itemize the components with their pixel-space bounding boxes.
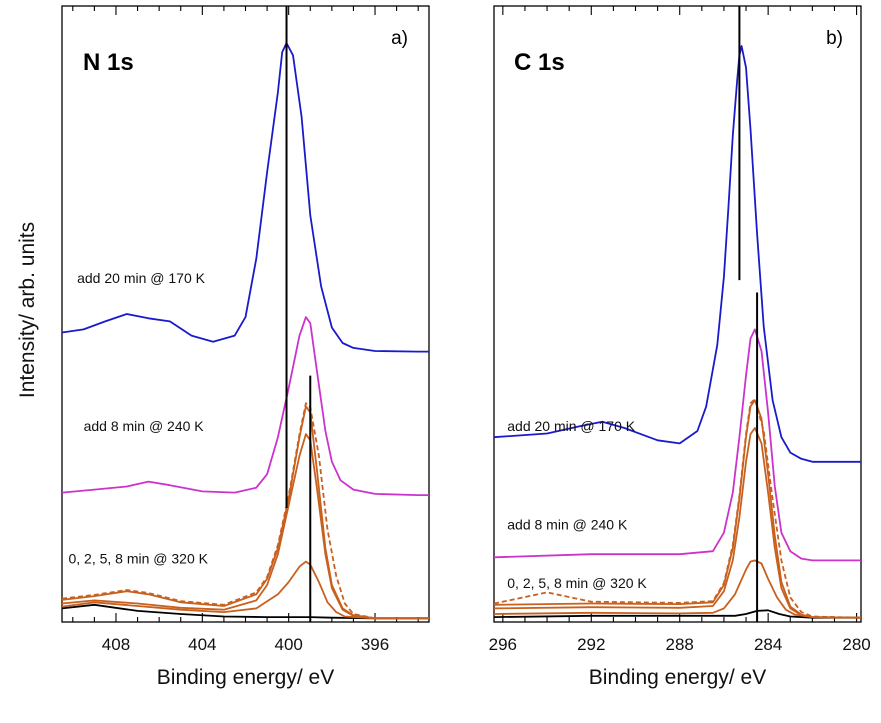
series-line-orange-3 bbox=[61, 405, 429, 620]
series-line-magenta-5 bbox=[493, 328, 861, 562]
series-line-orange-4 bbox=[493, 398, 862, 619]
panel-title: N 1s bbox=[83, 49, 134, 76]
series-line-orange-1 bbox=[493, 559, 862, 619]
series-line-blue-6 bbox=[493, 45, 861, 463]
series-line-orange-4 bbox=[61, 402, 429, 620]
series-annotation: add 8 min @ 240 K bbox=[84, 418, 205, 434]
series-line-orange-3 bbox=[493, 399, 862, 619]
panel-n1s: 408 404 400 396 Binding energy/ eV N 1s a) add … bbox=[61, 5, 430, 689]
series-line-black-0 bbox=[493, 609, 861, 619]
x-tick-label: 284 bbox=[754, 635, 782, 654]
x-tick-label: 280 bbox=[842, 635, 870, 654]
x-tick-label: 296 bbox=[489, 635, 517, 654]
plot-frame bbox=[493, 5, 862, 623]
x-tick-label: 408 bbox=[102, 635, 130, 654]
panel-label: b) bbox=[826, 28, 843, 49]
x-tick-label: 396 bbox=[361, 635, 389, 654]
series-line-orange-2 bbox=[61, 433, 429, 620]
x-tick-label: 400 bbox=[274, 635, 302, 654]
x-axis-title: Binding energy/ eV bbox=[157, 666, 334, 689]
panel-title: C 1s bbox=[514, 49, 565, 76]
series-line-magenta-5 bbox=[61, 316, 429, 496]
series-line-blue-6 bbox=[61, 42, 429, 353]
y-axis-title: Intensity/ arb. units bbox=[16, 222, 39, 398]
series-annotation: 0, 2, 5, 8 min @ 320 K bbox=[507, 575, 647, 591]
series-line-orange-2 bbox=[493, 427, 862, 619]
series-annotation: add 8 min @ 240 K bbox=[507, 517, 628, 533]
series-line-black-0 bbox=[61, 603, 429, 620]
series-annotation: 0, 2, 5, 8 min @ 320 K bbox=[68, 550, 208, 566]
x-axis-title: Binding energy/ eV bbox=[589, 666, 766, 689]
x-tick-label: 404 bbox=[188, 635, 216, 654]
series-annotation: add 20 min @ 170 K bbox=[77, 270, 206, 286]
panel-label: a) bbox=[391, 28, 408, 49]
x-tick-label: 288 bbox=[666, 635, 694, 654]
panel-c1s: 296 292 288 284 280 Binding energy/ eV C 1s b) a… bbox=[489, 5, 871, 689]
series-line-orange-1 bbox=[61, 560, 429, 620]
series-annotation: add 20 min @ 170 K bbox=[507, 418, 636, 434]
x-tick-label: 292 bbox=[577, 635, 605, 654]
